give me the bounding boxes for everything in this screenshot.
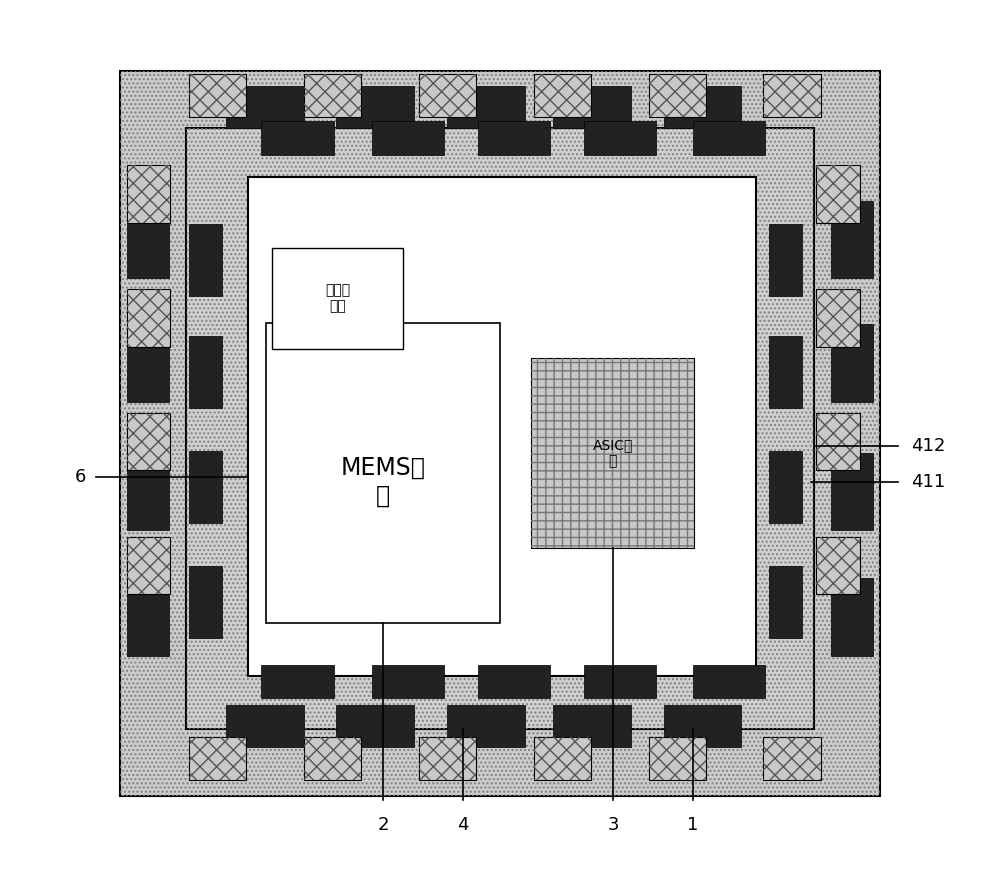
Text: 3: 3 [607,816,619,834]
Bar [447,705,525,747]
Bar [372,665,444,698]
Bar [127,289,170,347]
Bar [534,736,591,780]
Bar [127,537,170,594]
Bar [120,71,880,796]
Bar [831,201,873,278]
Bar [127,413,170,470]
Bar [769,224,802,296]
Text: 6: 6 [74,469,86,486]
Bar [478,665,550,698]
Bar [447,86,525,128]
Bar [304,73,361,117]
Bar [693,121,765,155]
Text: MEMS芯
片: MEMS芯 片 [340,456,425,507]
Bar [186,128,814,729]
Bar [816,537,860,594]
Bar [127,537,170,594]
Bar [127,165,170,223]
Bar [120,71,880,796]
Bar [419,73,476,117]
Bar [261,665,334,698]
Bar [127,413,170,470]
Bar [127,201,169,278]
Bar [584,665,656,698]
Bar [189,736,246,780]
Bar [649,736,706,780]
Bar [763,736,821,780]
Bar [531,358,694,548]
Bar [226,705,304,747]
Bar [816,413,860,470]
Bar [336,86,414,128]
Bar [304,736,361,780]
Text: 2: 2 [378,816,389,834]
Bar [534,73,591,117]
Bar [816,413,860,470]
Bar [831,324,873,402]
Bar [534,736,591,780]
Bar [763,73,821,117]
Bar [664,705,741,747]
Bar [664,86,741,128]
Bar [831,453,873,530]
Bar [304,736,361,780]
Bar [763,73,821,117]
Bar [261,121,334,155]
Bar [336,705,414,747]
Bar [553,86,631,128]
Text: 412: 412 [911,438,945,455]
Text: 1: 1 [687,816,698,834]
Bar [186,128,814,729]
Bar [127,324,169,402]
Bar [816,165,860,223]
Bar [272,248,403,349]
Bar [816,165,860,223]
Bar [189,451,222,523]
Text: 411: 411 [911,473,945,491]
Bar [693,665,765,698]
Bar [304,73,361,117]
Bar [816,537,860,594]
Bar [831,578,873,656]
Bar [584,121,656,155]
Bar [372,121,444,155]
Bar [649,73,706,117]
Bar [226,86,304,128]
Bar [763,736,821,780]
Bar [189,73,246,117]
Bar [419,736,476,780]
Bar [419,73,476,117]
Bar [769,336,802,408]
Bar [649,736,706,780]
Bar [189,336,222,408]
Bar [189,73,246,117]
Bar [531,358,694,548]
Bar [127,289,170,347]
Bar [189,736,246,780]
Bar [649,73,706,117]
Bar [189,566,222,638]
Bar [478,121,550,155]
Bar [534,73,591,117]
Bar [769,451,802,523]
Bar [189,224,222,296]
Bar [553,705,631,747]
Bar [127,453,169,530]
Bar [419,736,476,780]
Bar [127,165,170,223]
Bar [266,323,500,623]
Bar [127,578,169,656]
Bar [248,177,756,676]
Bar [816,289,860,347]
Text: ASIC芯
片: ASIC芯 片 [593,438,633,469]
Bar [769,566,802,638]
Text: 温度传
感器: 温度传 感器 [325,283,350,314]
Text: 4: 4 [457,816,469,834]
Bar [816,289,860,347]
